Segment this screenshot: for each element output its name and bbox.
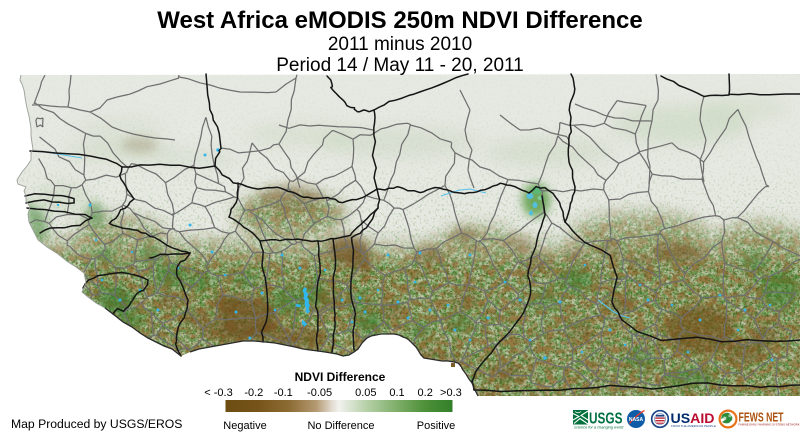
svg-text:0.1: 0.1 [389, 387, 404, 399]
svg-text:0.05: 0.05 [355, 387, 376, 399]
svg-text:-0.05: -0.05 [307, 387, 332, 399]
svg-text:FAMINE EARLY WARNING SYSTEMS N: FAMINE EARLY WARNING SYSTEMS NETWORK [739, 422, 800, 426]
svg-text:-0.1: -0.1 [274, 387, 293, 399]
svg-text:NASA: NASA [629, 417, 644, 423]
svg-text:USGS: USGS [589, 411, 623, 428]
svg-text:Period 14 / May 11 - 20, 2011: Period 14 / May 11 - 20, 2011 [276, 55, 524, 76]
svg-text:West Africa eMODIS 250m NDVI D: West Africa eMODIS 250m NDVI Difference [157, 7, 643, 34]
svg-text:FROM THE AMERICAN PEOPLE: FROM THE AMERICAN PEOPLE [671, 424, 716, 428]
svg-text:2011 minus 2010: 2011 minus 2010 [328, 34, 472, 55]
svg-text:Negative: Negative [223, 420, 266, 432]
svg-text:-0.2: -0.2 [244, 387, 263, 399]
svg-text:No Difference: No Difference [307, 420, 374, 432]
svg-text:>0.3: >0.3 [440, 387, 462, 399]
svg-text:Positive: Positive [417, 420, 456, 432]
svg-text:0.2: 0.2 [418, 387, 433, 399]
svg-text:USAID: USAID [671, 410, 715, 426]
svg-text:Map Produced by USGS/EROS: Map Produced by USGS/EROS [11, 417, 182, 431]
svg-text:NDVI Difference: NDVI Difference [295, 370, 386, 384]
svg-text:science for a changing world: science for a changing world [574, 425, 624, 430]
svg-text:< -0.3: < -0.3 [204, 387, 232, 399]
svg-text:FEWS NET: FEWS NET [739, 411, 784, 425]
